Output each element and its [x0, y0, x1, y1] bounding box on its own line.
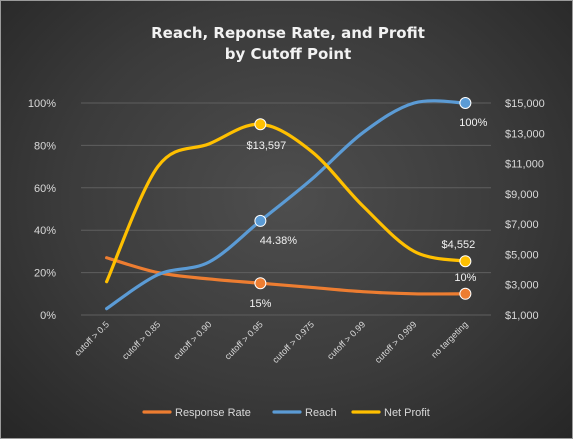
- marker-reach: [459, 97, 472, 109]
- marker-reach: [254, 214, 267, 227]
- legend-label-response-rate: Response Rate: [175, 407, 251, 419]
- left-axis-tick-label: 100%: [28, 98, 56, 110]
- data-label-net-profit: $13,597: [246, 140, 286, 152]
- left-axis-tick-label: 20%: [34, 268, 56, 280]
- series-markers: [254, 97, 472, 300]
- legend-label-reach: Reach: [305, 407, 337, 419]
- series-lines: [105, 99, 467, 311]
- category-tick-label: cutoff > 0.90: [171, 319, 213, 361]
- left-axis-ticks: 0% 20% 40% 60% 80% 100%: [28, 98, 56, 322]
- left-axis-tick-label: 40%: [34, 225, 56, 237]
- marker-net-profit: [459, 255, 472, 268]
- left-axis-tick-label: 0%: [40, 310, 56, 322]
- data-labels: 15% 10% 44.38% 100% $13,597 $4,552: [246, 117, 487, 310]
- right-axis-tick-label: $7,000: [505, 219, 539, 231]
- chart-title-line-2: by Cutoff Point: [225, 45, 352, 63]
- data-label-net-profit: $4,552: [442, 239, 476, 251]
- right-axis-tick-label: $11,000: [505, 159, 544, 171]
- right-axis-tick-label: $5,000: [505, 249, 539, 261]
- data-label-response-rate: 15%: [249, 298, 271, 310]
- left-axis-tick-label: 80%: [34, 140, 56, 152]
- right-axis-tick-label: $15,000: [505, 98, 545, 110]
- category-tick-label: cutoff > 0.99: [325, 319, 367, 361]
- legend-label-net-profit: Net Profit: [384, 407, 430, 419]
- legend: Response Rate Reach Net Profit: [142, 407, 430, 419]
- chart-title-line-1: Reach, Reponse Rate, and Profit: [151, 24, 425, 42]
- gridlines: [81, 102, 491, 316]
- category-tick-label: no targeting: [429, 319, 470, 360]
- left-axis-tick-label: 60%: [34, 183, 56, 195]
- right-axis-tick-label: $3,000: [505, 280, 539, 292]
- data-label-reach: 100%: [459, 117, 487, 129]
- right-axis-tick-label: $13,000: [505, 128, 545, 140]
- series-line-net-profit: [105, 122, 467, 284]
- right-axis-tick-label: $9,000: [505, 189, 539, 201]
- right-axis-ticks: $1,000 $3,000 $5,000 $7,000 $9,000 $11,000 $13…: [505, 98, 545, 322]
- category-tick-label: cutoff > 0.85: [120, 319, 162, 361]
- category-tick-label: cutoff > 0.975: [270, 319, 316, 365]
- series-line-reach: [105, 99, 467, 311]
- marker-response-rate: [459, 287, 472, 300]
- data-label-reach: 44.38%: [260, 235, 298, 247]
- marker-response-rate: [254, 277, 267, 290]
- category-tick-label: cutoff > 0.95: [223, 319, 265, 361]
- category-tick-label: cutoff > 0.5: [72, 319, 111, 358]
- category-axis-ticks: cutoff > 0.5 cutoff > 0.85 cutoff > 0.90 cu…: [72, 319, 469, 365]
- series-line-response-rate: [105, 256, 467, 296]
- data-label-response-rate: 10%: [454, 272, 476, 284]
- right-axis-tick-label: $1,000: [505, 310, 539, 322]
- marker-net-profit: [254, 118, 267, 131]
- category-tick-label: cutoff > 0.999: [373, 319, 419, 365]
